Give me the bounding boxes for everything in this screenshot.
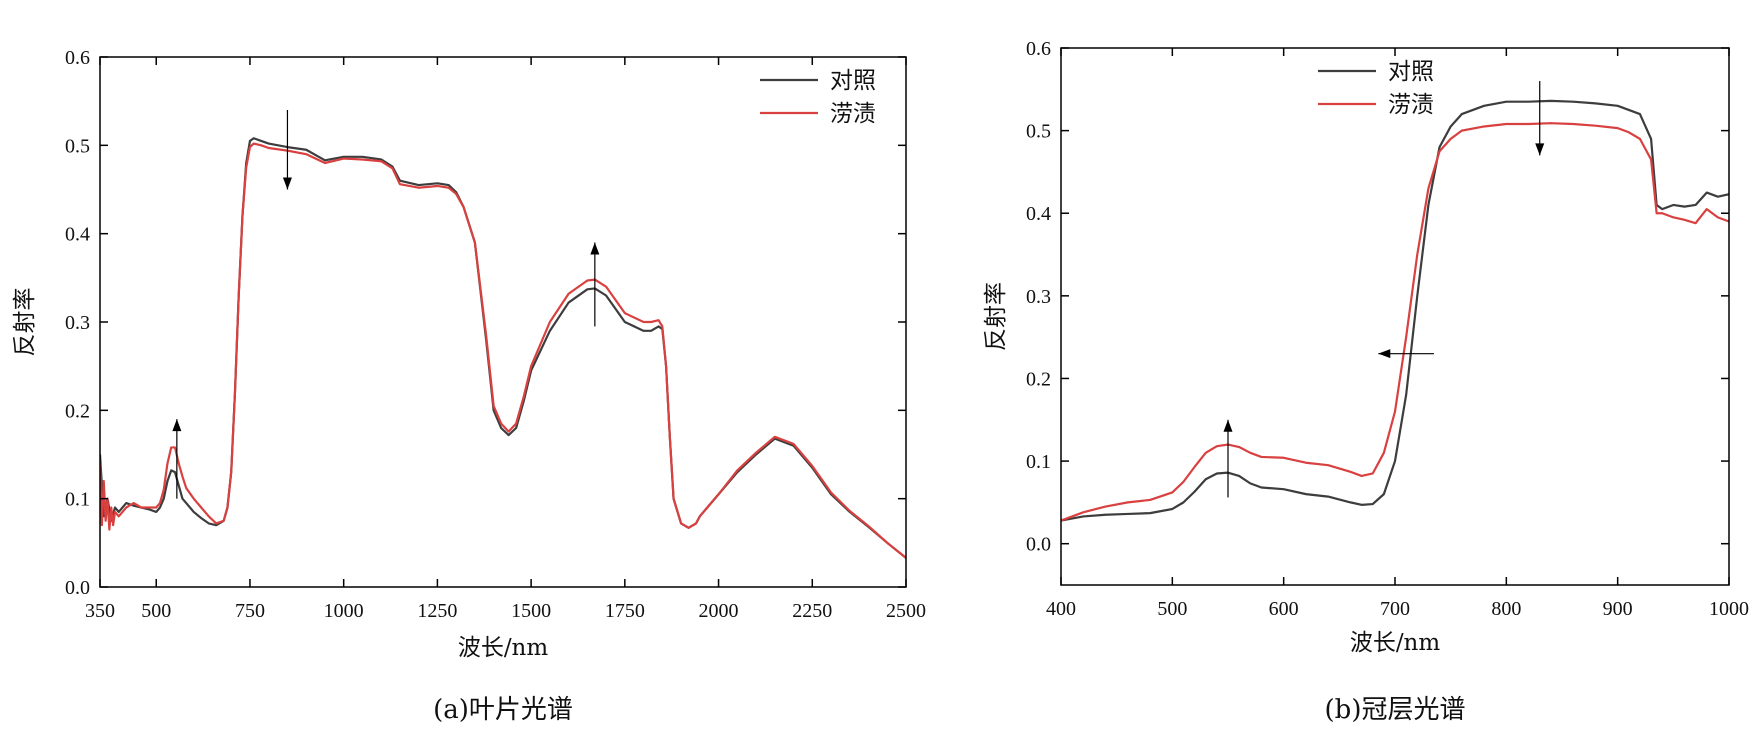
canopy-y-axis-title: 反射率 <box>983 282 1009 351</box>
leaf-y-tick-label: 0.0 <box>65 577 90 599</box>
leaf-y-tick-label: 0.5 <box>65 135 90 157</box>
canopy-trend-arrow-head <box>1223 419 1233 432</box>
canopy-legend-label: 涝渍 <box>1388 92 1434 118</box>
leaf-y-tick-label: 0.6 <box>65 47 90 69</box>
canopy-x-tick-label: 500 <box>1157 598 1187 620</box>
canopy-y-tick-label: 0.1 <box>1026 451 1051 473</box>
leaf-x-tick-label: 1750 <box>605 600 645 622</box>
leaf-series-line-1 <box>100 142 906 559</box>
leaf-x-tick-label: 2000 <box>699 600 739 622</box>
canopy-y-tick-label: 0.2 <box>1026 368 1051 390</box>
leaf-series-line-0 <box>100 137 906 559</box>
leaf-y-tick-label: 0.1 <box>65 489 90 511</box>
leaf-legend-label: 涝渍 <box>830 101 876 127</box>
canopy-y-tick-label: 0.6 <box>1026 38 1051 60</box>
leaf-x-tick-label: 1250 <box>417 600 457 622</box>
canopy-x-tick-label: 700 <box>1380 598 1410 620</box>
canopy-plot-frame <box>1060 47 1730 586</box>
leaf-x-tick-label: 2250 <box>792 600 832 622</box>
canopy-x-tick-label: 1000 <box>1709 598 1749 620</box>
leaf-y-tick-label: 0.4 <box>65 224 90 246</box>
leaf-y-tick-label: 0.3 <box>65 312 90 334</box>
leaf-trend-arrow-head <box>282 177 292 190</box>
canopy-x-tick-label: 900 <box>1603 598 1633 620</box>
leaf-trend-arrow-head <box>590 242 600 255</box>
leaf-x-tick-label: 500 <box>141 600 171 622</box>
canopy-legend-label: 对照 <box>1388 59 1434 85</box>
leaf-chart: 350 500 750 1000 1250 1500 1750 2000 2250 2500 0.0… <box>12 47 926 725</box>
leaf-caption: (a)叶片光谱 <box>433 695 573 725</box>
leaf-x-tick-label: 350 <box>85 600 115 622</box>
canopy-x-tick-label: 600 <box>1269 598 1299 620</box>
canopy-shift-arrow-head <box>1378 349 1391 359</box>
leaf-x-tick-label: 1000 <box>324 600 364 622</box>
canopy-chart: 400 500 600 700 800 900 1000 0.0 0.1 0.2 0.3 0.4 0.5… <box>983 38 1749 725</box>
canopy-x-tick-label: 400 <box>1046 598 1076 620</box>
canopy-y-tick-label: 0.4 <box>1026 203 1051 225</box>
leaf-x-tick-label: 1500 <box>511 600 551 622</box>
canopy-series-line-1 <box>1061 122 1729 522</box>
leaf-y-tick-label: 0.2 <box>65 400 90 422</box>
canopy-x-axis-title: 波长/nm <box>1350 630 1441 656</box>
leaf-trend-arrow-head <box>172 419 182 432</box>
canopy-x-tick-label: 800 <box>1491 598 1521 620</box>
canopy-trend-arrow-head <box>1535 143 1545 156</box>
canopy-series-line-0 <box>1061 99 1729 522</box>
canopy-y-tick-label: 0.5 <box>1026 121 1051 143</box>
canopy-y-tick-label: 0.0 <box>1026 534 1051 556</box>
leaf-plot-frame <box>99 56 907 588</box>
canopy-y-tick-label: 0.3 <box>1026 286 1051 308</box>
leaf-x-axis-title: 波长/nm <box>458 635 549 661</box>
leaf-x-tick-label: 750 <box>235 600 265 622</box>
leaf-x-tick-label: 2500 <box>886 600 926 622</box>
leaf-y-axis-title: 反射率 <box>12 288 38 357</box>
canopy-caption: (b)冠层光谱 <box>1325 695 1466 725</box>
leaf-legend-label: 对照 <box>830 68 876 94</box>
